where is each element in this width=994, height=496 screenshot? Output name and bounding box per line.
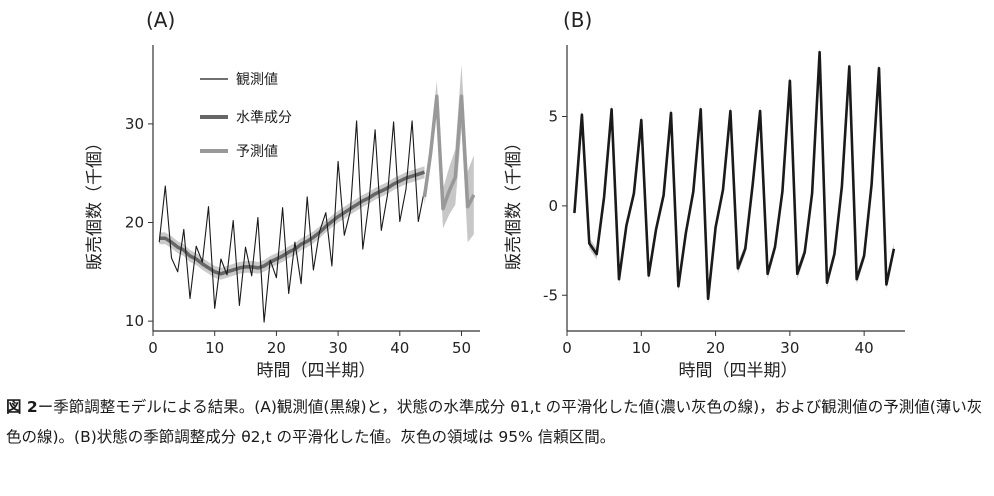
panel-b-xlabel: 時間（四半期）: [679, 361, 798, 381]
seasonal-series-line: [573, 50, 896, 301]
level-series-line: [159, 170, 426, 276]
legend-label-observed: 観測値: [236, 71, 278, 88]
figure-number: 図 2: [6, 398, 38, 416]
panel-b-y-tick-label: -5: [543, 286, 558, 304]
forecast-series-line: [422, 94, 476, 211]
panel-b-x-tick-label: 20: [706, 339, 725, 357]
panel-a-x-tick-label: 30: [329, 339, 348, 357]
panel-a-x-tick-label: 50: [452, 339, 471, 357]
panel-a-xlabel: 時間（四半期）: [257, 361, 376, 381]
panel-a-ylabel: 販売個数（千個）: [85, 134, 105, 270]
panel-a-label: (A): [146, 8, 175, 32]
panel-a-y-tick-label: 30: [125, 115, 144, 133]
legend-label-forecast: 予測値: [236, 144, 278, 160]
panel-a-x-tick-label: 40: [390, 339, 409, 357]
panel-b: (B) 0 10 20 30 40 -5 0 5 時間（四半期） 販売個数（千個）: [504, 8, 905, 381]
panel-b-x-tick-label: 40: [855, 339, 874, 357]
panel-a-x-tick-label: 10: [205, 339, 224, 357]
panel-a-x-tick-label: 0: [148, 339, 158, 357]
panel-a-x-tick-label: 20: [267, 339, 286, 357]
figure-caption: 図 2ー季節調整モデルによる結果。(A)観測値(黒線)と，状態の水準成分 θ1,…: [6, 392, 988, 452]
legend: 観測値 水準成分 予測値: [200, 71, 292, 160]
legend-label-level: 水準成分: [236, 110, 292, 126]
panel-b-x-tick-label: 30: [780, 339, 799, 357]
observed-series-line: [158, 120, 426, 323]
panel-a-y-tick-label: 10: [125, 312, 144, 330]
panel-b-y-tick-label: 0: [548, 197, 558, 215]
caption-text: ー季節調整モデルによる結果。(A)観測値(黒線)と，状態の水準成分 θ1,t の…: [6, 398, 983, 446]
panel-b-ylabel: 販売個数（千個）: [504, 134, 524, 270]
level-confidence-band: [159, 166, 425, 280]
panel-a-y-tick-label: 20: [125, 214, 144, 232]
panel-b-x-tick-label: 10: [632, 339, 651, 357]
panel-b-label: (B): [563, 8, 592, 32]
panel-b-x-tick-label: 0: [562, 339, 572, 357]
panel-b-y-tick-label: 5: [548, 108, 558, 126]
